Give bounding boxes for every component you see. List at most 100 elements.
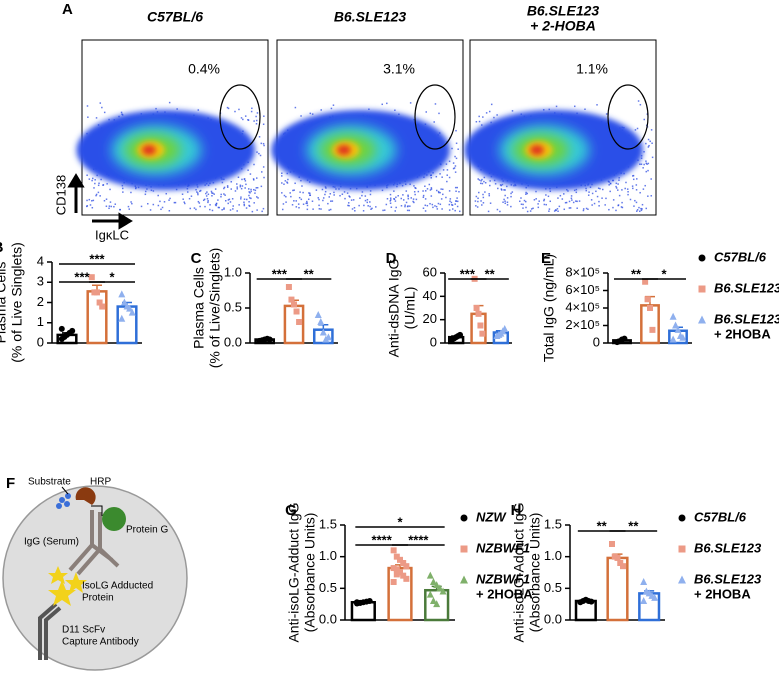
event-dot xyxy=(232,208,234,210)
event-dot xyxy=(363,204,365,207)
y-tick-label: 4 xyxy=(37,253,44,268)
event-dot xyxy=(383,209,386,211)
event-dot xyxy=(285,195,287,198)
panel-letter: D xyxy=(386,250,397,267)
event-dot xyxy=(262,123,265,126)
panel-letter: G xyxy=(285,502,297,519)
event-dot xyxy=(439,191,441,194)
event-dot xyxy=(393,197,395,200)
data-point xyxy=(324,333,332,341)
event-dot xyxy=(455,142,458,145)
event-dot xyxy=(591,192,594,195)
event-dot xyxy=(290,195,292,198)
event-dot xyxy=(255,187,258,189)
event-dot xyxy=(645,170,648,173)
event-dot xyxy=(94,182,96,185)
event-dot xyxy=(311,200,314,202)
event-dot xyxy=(220,193,222,196)
event-dot xyxy=(502,201,504,203)
event-dot xyxy=(475,120,478,123)
event-dot xyxy=(332,104,335,106)
event-dot xyxy=(215,203,218,205)
y-tick-label: 0 xyxy=(430,334,437,349)
event-dot xyxy=(605,197,607,200)
event-dot xyxy=(105,198,108,200)
event-dot xyxy=(424,210,427,212)
event-dot xyxy=(184,202,186,205)
label: Protein G xyxy=(126,525,168,536)
event-dot xyxy=(189,207,192,210)
event-dot xyxy=(368,108,370,110)
event-dot xyxy=(239,185,242,188)
event-dot xyxy=(405,190,408,192)
y-axis-label: (U/mL) xyxy=(402,287,418,330)
bar xyxy=(640,304,660,345)
event-dot xyxy=(160,208,162,211)
event-dot xyxy=(494,183,497,185)
event-dot xyxy=(548,108,551,111)
event-dot xyxy=(283,194,286,197)
event-dot xyxy=(529,210,532,212)
event-dot xyxy=(404,204,406,206)
event-dot xyxy=(209,204,211,206)
diagram: F Substrate HRP Protein G IgG (Serum) Is… xyxy=(2,475,188,671)
event-dot xyxy=(647,162,650,165)
gate xyxy=(607,84,649,150)
event-dot xyxy=(199,189,202,192)
event-dot xyxy=(598,200,600,203)
x-axis-label: IgκLC xyxy=(95,227,129,242)
event-dot xyxy=(404,205,406,208)
event-dot xyxy=(475,205,477,207)
event-dot xyxy=(651,142,653,144)
event-dot xyxy=(595,190,597,193)
y-tick-label: 1.0 xyxy=(224,264,242,279)
event-dot xyxy=(302,203,305,205)
event-dot xyxy=(207,201,209,204)
event-dot xyxy=(243,204,246,207)
event-dot xyxy=(250,197,252,200)
event-dot xyxy=(358,204,360,207)
event-dot xyxy=(510,195,512,198)
event-dot xyxy=(300,198,303,201)
event-dot xyxy=(346,192,349,194)
event-dot xyxy=(105,205,108,208)
data-point xyxy=(393,571,400,578)
event-dot xyxy=(395,206,397,209)
data-point xyxy=(439,587,447,595)
event-dot xyxy=(183,201,185,203)
event-dot xyxy=(260,185,263,188)
event-dot xyxy=(320,208,322,210)
event-dot xyxy=(238,108,240,111)
event-dot xyxy=(395,196,397,199)
event-dot xyxy=(538,200,540,202)
event-dot xyxy=(261,210,263,213)
event-dot xyxy=(375,206,377,208)
event-dot xyxy=(312,208,314,210)
event-dot xyxy=(286,182,289,184)
event-dot xyxy=(482,202,485,204)
event-dot xyxy=(575,188,578,191)
event-dot xyxy=(440,188,442,190)
event-dot xyxy=(455,200,457,202)
event-dot xyxy=(543,199,545,202)
event-dot xyxy=(324,190,327,193)
data-point xyxy=(390,579,397,585)
event-dot xyxy=(114,203,117,205)
event-dot xyxy=(424,190,427,192)
event-dot xyxy=(306,204,309,207)
event-dot xyxy=(457,148,459,150)
event-dot xyxy=(86,174,88,177)
event-dot xyxy=(329,208,332,211)
event-dot xyxy=(556,208,559,210)
event-dot xyxy=(524,200,527,203)
event-dot xyxy=(497,187,499,190)
data-point xyxy=(393,566,400,573)
data-point xyxy=(61,333,68,340)
event-dot xyxy=(99,195,101,197)
gate-percent: 1.1% xyxy=(576,61,608,77)
event-dot xyxy=(369,193,372,196)
event-dot xyxy=(643,118,645,121)
y-axis-label: Anti-isoLG-Adduct IgG xyxy=(286,502,302,642)
event-dot xyxy=(449,200,451,202)
event-dot xyxy=(256,209,258,211)
